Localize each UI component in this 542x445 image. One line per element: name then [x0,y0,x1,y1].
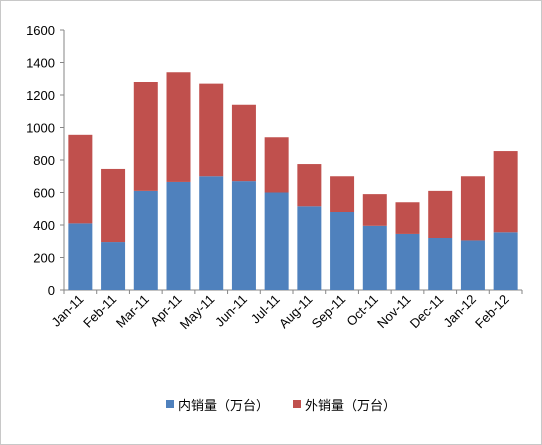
bar-export [68,134,93,224]
x-tick-label: Sep-11 [309,292,349,332]
bar-domestic [231,181,256,290]
y-tick-label: 400 [33,218,55,233]
bar-domestic [133,190,158,290]
bar-export [330,176,355,212]
legend-label: 外销量（万台） [305,399,396,414]
legend-swatch [166,400,174,408]
x-tick-label: Mar-11 [113,292,152,331]
y-tick-label: 800 [33,153,55,168]
bar-export [133,82,158,191]
x-tick-label: Feb-12 [472,292,512,332]
bar-export [264,137,289,193]
y-tick-label: 1200 [26,88,55,103]
y-tick-label: 200 [33,251,55,266]
bar-export [231,104,256,182]
x-tick-label: Jun-11 [212,292,250,330]
bar-export [395,202,420,234]
bar-export [297,164,322,207]
y-tick-label: 0 [48,283,55,298]
x-tick-label: Dec-11 [407,292,447,332]
bar-domestic [460,240,485,290]
x-tick-label: Oct-11 [343,292,381,330]
legend-swatch [293,400,301,408]
bar-domestic [68,223,93,290]
bar-domestic [330,212,355,290]
bar-export [199,83,224,177]
x-tick-label: May-11 [177,292,218,333]
y-tick-label: 600 [33,186,55,201]
bar-export [362,194,387,226]
bar-export [101,168,126,243]
y-tick-label: 1400 [26,56,55,71]
bar-domestic [395,233,420,290]
legend-label: 内销量（万台） [178,398,269,414]
bar-export [460,176,485,241]
x-tick-label: Aug-11 [276,292,316,332]
bar-domestic [199,176,224,290]
x-tick-label: Nov-11 [374,292,414,332]
bar-domestic [362,225,387,290]
x-tick-label: Feb-11 [80,292,119,331]
y-tick-label: 1000 [26,121,55,136]
bar-export [428,190,453,238]
bar-domestic [428,238,453,290]
bar-domestic [297,206,322,290]
bar-domestic [493,232,518,290]
bar-export [493,151,518,233]
legend: 内销量（万台） 外销量（万台） [166,398,396,414]
bar-domestic [101,242,126,290]
bars [68,72,518,290]
x-tick-label: Jan-12 [440,292,479,331]
x-axis: Jan-11Feb-11Mar-11Apr-11May-11Jun-11Jul-… [48,289,523,333]
y-axis: 0 200 400 600 800 1000 1200 1400 1600 [26,23,65,298]
y-tick-label: 1600 [26,23,55,38]
bar-export [166,72,191,182]
bar-domestic [166,181,191,290]
bar-domestic [264,192,289,290]
